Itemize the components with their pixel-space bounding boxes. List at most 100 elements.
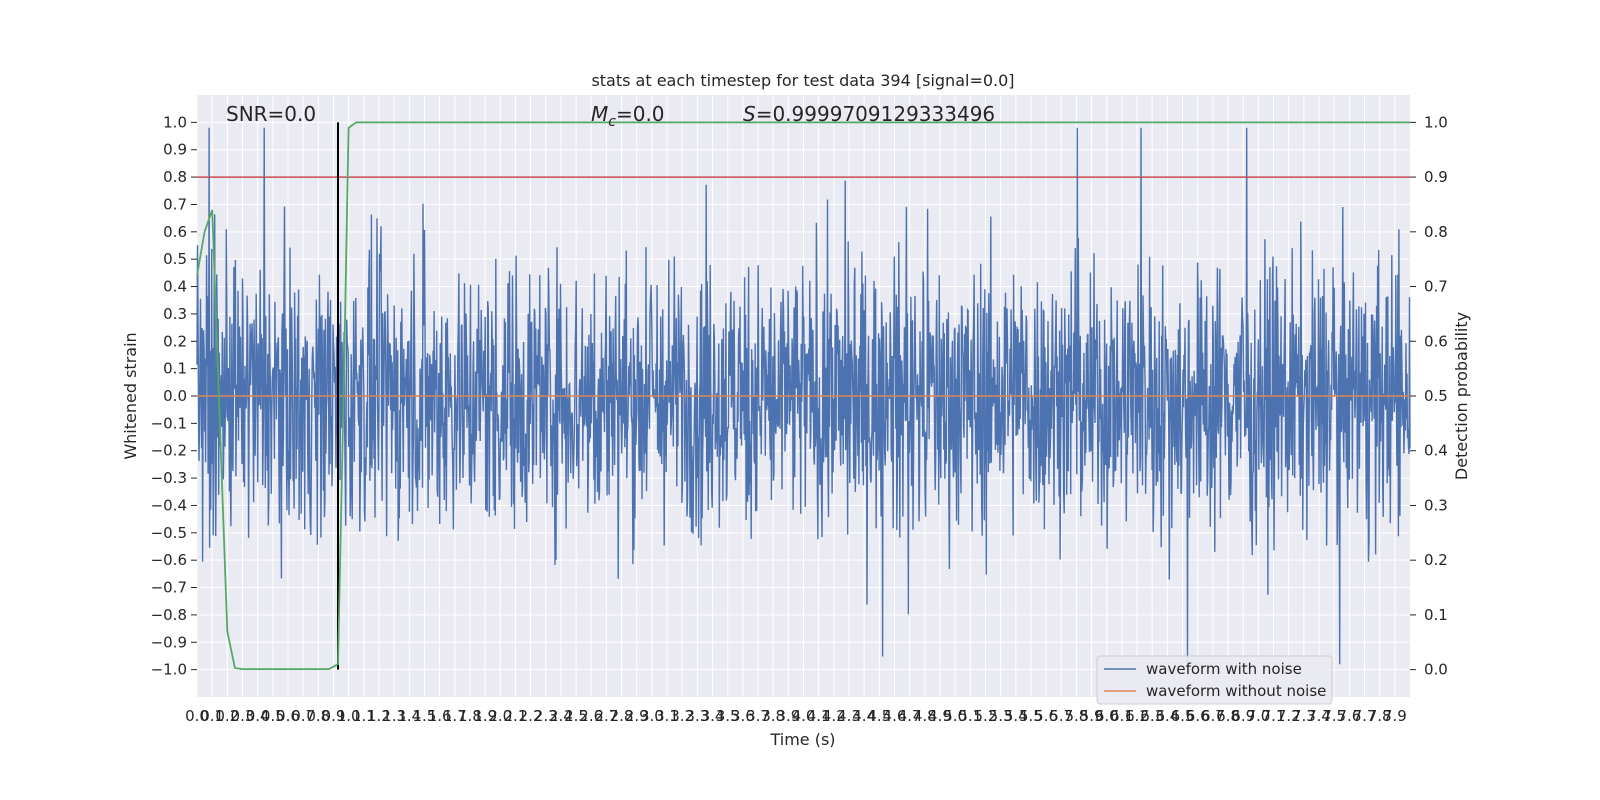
overlay-lines	[196, 121, 1410, 670]
x-tick-label: 5.8	[1064, 707, 1088, 725]
y2-axis-label: Detection probability	[1452, 312, 1471, 480]
x-tick-label: 2.3	[534, 707, 558, 725]
x-axis-label: Time (s)	[769, 730, 835, 749]
x-tick-label: 6.9	[1231, 707, 1255, 725]
x-tick-label: 3.9	[776, 707, 800, 725]
x-tick-label: 3.7	[746, 707, 770, 725]
x-tick-label: 0.2	[215, 707, 239, 725]
y2-tick-label: 0.0	[1424, 661, 1448, 679]
x-tick-label: 7.8	[1368, 707, 1392, 725]
chart-title: stats at each timestep for test data 394…	[591, 71, 1014, 90]
waveform-with-noise-line	[196, 127, 1411, 665]
x-tick-label: 7.3	[1292, 707, 1316, 725]
x-tick-label: 6.2	[1125, 707, 1149, 725]
x-tick-label: 5.4	[1004, 707, 1028, 725]
x-tick-label: 5.6	[1034, 707, 1058, 725]
y-tick-label: −0.9	[151, 633, 187, 651]
x-tick-label: 1.1	[352, 707, 376, 725]
x-tick-label: 6.4	[1155, 707, 1179, 725]
x-tick-label: 0.0	[185, 707, 209, 725]
x-tick-label: 2.5	[564, 707, 588, 725]
y-tick-label: −0.2	[151, 442, 187, 460]
x-tick-label: 7.4	[1307, 707, 1331, 725]
x-tick-label: 0.7	[291, 707, 315, 725]
legend-label-noise: waveform with noise	[1146, 660, 1302, 678]
x-tick-label: 7.2	[1277, 707, 1301, 725]
y-tick-label: −1.0	[151, 661, 187, 679]
y-tick-label: −0.6	[151, 551, 187, 569]
y-tick-label: 0.7	[163, 195, 187, 213]
x-tick-label: 7.5	[1322, 707, 1346, 725]
x-tick-label: 6.7	[1201, 707, 1225, 725]
x-tick-label: 3.4	[701, 707, 725, 725]
y-tick-label: 0.5	[163, 250, 187, 268]
y2-tick-label: 0.8	[1424, 223, 1448, 241]
x-tick-label: 6.0	[1095, 707, 1119, 725]
y-tick-label: 1.0	[163, 113, 187, 131]
x-tick-label: 4.6	[883, 707, 907, 725]
x-tick-label: 2.0	[488, 707, 512, 725]
chirp-mass-annotation: Mc=0.0	[591, 102, 665, 130]
y-tick-label: −0.4	[151, 496, 187, 514]
x-tick-label: 0.9	[322, 707, 346, 725]
legend: waveform with noise waveform without noi…	[1096, 655, 1333, 705]
y-tick-labels: 1.0 0.9 0.8 0.7 0.6 0.5 0.4 0.3 0.2 0.1 0.0 −0.1 −0.…	[151, 113, 197, 679]
x-tick-label: 3.5	[716, 707, 740, 725]
x-tick-label: 1.6	[428, 707, 452, 725]
x-tick-label: 7.0	[1246, 707, 1270, 725]
x-tick-label: 1.8	[458, 707, 482, 725]
x-tick-label: 0.3	[231, 707, 255, 725]
x-tick-label: 0.1	[200, 707, 224, 725]
x-tick-label: 0.4	[246, 707, 270, 725]
x-tick-label: 3.2	[670, 707, 694, 725]
legend-box	[1096, 655, 1333, 705]
x-tick-label: 3.3	[685, 707, 709, 725]
x-tick-label: 0.8	[306, 707, 330, 725]
x-tick-label: 5.3	[989, 707, 1013, 725]
y-tick-label: 0.3	[163, 305, 187, 323]
x-tick-label: 0.5	[261, 707, 285, 725]
x-tick-label: 1.7	[443, 707, 467, 725]
y-tick-label: 0.6	[163, 223, 187, 241]
x-tick-label: 2.1	[503, 707, 527, 725]
x-tick-label: 4.9	[928, 707, 952, 725]
y2-tick-label: 0.3	[1424, 496, 1448, 514]
x-tick-label: 1.9	[473, 707, 497, 725]
x-tick-label: 1.4	[397, 707, 421, 725]
y2-tick-label: 0.2	[1424, 551, 1448, 569]
y-tick-label: 0.9	[163, 141, 187, 159]
chirp-mass-symbol: M	[591, 102, 608, 126]
x-tick-label: 1.3	[382, 707, 406, 725]
x-tick-label: 6.3	[1140, 707, 1164, 725]
x-tick-label: 5.1	[958, 707, 982, 725]
x-tick-label: 4.1	[807, 707, 831, 725]
y-tick-label: 0.2	[163, 332, 187, 350]
y2-tick-labels: 1.0 0.9 0.8 0.7 0.6 0.5 0.4 0.3 0.2 0.1 0.0	[1410, 113, 1448, 679]
x-tick-label: 4.4	[852, 707, 876, 725]
y-tick-label: −0.3	[151, 469, 187, 487]
x-tick-label: 3.8	[761, 707, 785, 725]
y-tick-label: 0.4	[163, 278, 187, 296]
y2-tick-label: 1.0	[1424, 113, 1448, 131]
y-tick-label: 0.1	[163, 360, 187, 378]
y2-tick-label: 0.5	[1424, 387, 1448, 405]
x-tick-label: 4.5	[867, 707, 891, 725]
y-tick-label: −0.5	[151, 524, 187, 542]
x-tick-label: 7.6	[1337, 707, 1361, 725]
stat-symbol: S	[743, 102, 756, 126]
y-tick-label: −0.7	[151, 579, 187, 597]
x-tick-label: 5.2	[974, 707, 998, 725]
x-tick-label: 6.1	[1110, 707, 1134, 725]
y-tick-label: −0.1	[151, 414, 187, 432]
x-tick-label: 2.9	[625, 707, 649, 725]
x-tick-label: 2.4	[549, 707, 573, 725]
x-tick-label: 3.0	[640, 707, 664, 725]
snr-annotation: SNR=0.0	[226, 102, 316, 126]
y2-tick-label: 0.1	[1424, 606, 1448, 624]
x-tick-label: 4.3	[837, 707, 861, 725]
x-tick-label: 5.7	[1049, 707, 1073, 725]
x-tick-label: 2.6	[579, 707, 603, 725]
x-tick-label: 1.5	[413, 707, 437, 725]
x-tick-label: 1.2	[367, 707, 391, 725]
x-tick-label: 7.1	[1262, 707, 1286, 725]
